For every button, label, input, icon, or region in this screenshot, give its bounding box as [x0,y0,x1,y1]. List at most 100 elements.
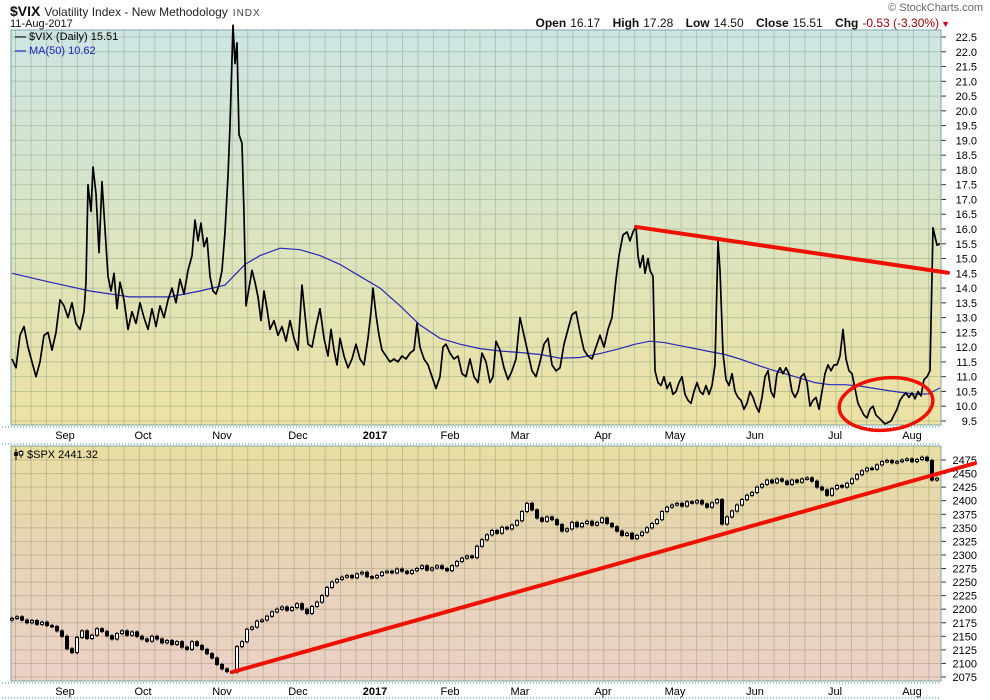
svg-text:2075: 2075 [953,672,977,684]
svg-text:16.0: 16.0 [956,224,977,236]
svg-text:20.5: 20.5 [956,91,977,103]
svg-text:Jun: Jun [746,430,764,442]
vix-line-swatch: — [15,31,26,43]
svg-text:2017: 2017 [363,430,387,442]
svg-text:2300: 2300 [953,550,977,562]
svg-text:2275: 2275 [953,564,977,576]
svg-text:19.5: 19.5 [956,121,977,133]
red-ellipse-annotation [837,375,935,433]
chart-title: $VIX Volatility Index - New Methodology IN… [10,3,261,19]
candlestick-icon [14,449,24,460]
vix-legend: — $VIX (Daily) 15.51 [15,31,118,43]
svg-text:Nov: Nov [212,430,232,442]
svg-text:Oct: Oct [134,430,151,442]
svg-text:10.0: 10.0 [956,401,977,413]
open-label: Open [535,16,567,30]
svg-text:20.0: 20.0 [956,106,977,118]
vix-legend-text: $VIX (Daily) 15.51 [29,31,119,43]
svg-text:Jul: Jul [828,430,842,442]
svg-text:2375: 2375 [953,509,977,521]
svg-text:Dec: Dec [288,686,308,698]
svg-text:Apr: Apr [594,686,611,698]
spx-candles [10,455,939,674]
svg-text:Aug: Aug [902,686,922,698]
svg-text:15.5: 15.5 [956,239,977,251]
ma50-line [11,247,941,396]
svg-text:12.0: 12.0 [956,342,977,354]
copyright-label: © StockCharts.com [888,2,983,14]
exchange-label: INDX [232,8,261,19]
spx-legend: $SPX 2441.32 [13,449,98,461]
svg-text:14.0: 14.0 [956,283,977,295]
high-value: 17.28 [643,16,674,30]
svg-text:2225: 2225 [953,591,977,603]
svg-text:2325: 2325 [953,536,977,548]
symbol-label: $VIX [10,3,41,19]
svg-text:May: May [665,686,686,698]
svg-text:Mar: Mar [511,430,530,442]
open-value: 16.17 [570,16,601,30]
vix-panel: 9.5 10.0 10.5 11.0 11.5 12.0 12.5 13.0 13.5 14.0 1… [2,24,977,445]
svg-text:18.0: 18.0 [956,165,977,177]
close-label: Close [755,16,789,30]
ma-legend-text: MA(50) 10.62 [29,45,96,57]
ma-line-swatch: — [15,45,26,57]
low-value: 14.50 [713,16,744,30]
svg-text:2100: 2100 [953,658,977,670]
svg-text:13.5: 13.5 [956,298,977,310]
svg-text:14.5: 14.5 [956,268,977,280]
svg-text:Feb: Feb [441,686,460,698]
svg-text:12.5: 12.5 [956,327,977,339]
svg-text:Mar: Mar [511,686,530,698]
svg-text:Dec: Dec [288,430,308,442]
svg-text:11.0: 11.0 [956,372,977,384]
ma-legend: — MA(50) 10.62 [15,45,96,57]
svg-text:2250: 2250 [953,577,977,589]
svg-text:Sep: Sep [55,430,75,442]
red-trendline [230,461,977,675]
svg-text:11.5: 11.5 [956,357,977,369]
svg-text:2017: 2017 [363,686,387,698]
svg-text:Apr: Apr [594,430,611,442]
svg-text:May: May [665,430,686,442]
close-value: 15.51 [792,16,823,30]
svg-text:21.5: 21.5 [956,62,977,74]
svg-text:2425: 2425 [953,482,977,494]
svg-text:Jun: Jun [746,686,764,698]
svg-text:2400: 2400 [953,496,977,508]
chart-date: 11-Aug-2017 [10,18,73,30]
svg-text:Feb: Feb [441,430,460,442]
svg-text:17.5: 17.5 [956,180,977,192]
down-triangle-icon: ▼ [941,19,950,29]
high-label: High [612,16,640,30]
svg-text:2450: 2450 [953,469,977,481]
svg-text:18.5: 18.5 [956,150,977,162]
svg-text:2350: 2350 [953,523,977,535]
svg-text:10.5: 10.5 [956,386,977,398]
svg-text:Nov: Nov [212,686,232,698]
svg-text:22.5: 22.5 [956,32,977,44]
svg-text:Jul: Jul [828,686,842,698]
svg-text:Oct: Oct [134,686,151,698]
red-trendline [634,224,950,275]
svg-text:17.0: 17.0 [956,194,977,206]
svg-text:19.0: 19.0 [956,135,977,147]
svg-text:2200: 2200 [953,604,977,616]
vix-price-line [11,24,941,425]
svg-text:13.0: 13.0 [956,313,977,325]
svg-text:2125: 2125 [953,645,977,657]
symbol-description: Volatility Index - New Methodology [44,5,228,19]
low-label: Low [685,16,710,30]
svg-text:9.5: 9.5 [962,416,977,428]
chg-value: -0.53 (-3.30%) [862,16,940,30]
svg-text:2150: 2150 [953,631,977,643]
svg-text:15.0: 15.0 [956,254,977,266]
ohlc-readout: Open 16.17 High 17.28 Low 14.50 Close 15.51 … [527,16,950,30]
svg-text:Aug: Aug [902,430,922,442]
svg-text:21.0: 21.0 [956,76,977,88]
svg-text:16.5: 16.5 [956,209,977,221]
svg-text:22.0: 22.0 [956,47,977,59]
